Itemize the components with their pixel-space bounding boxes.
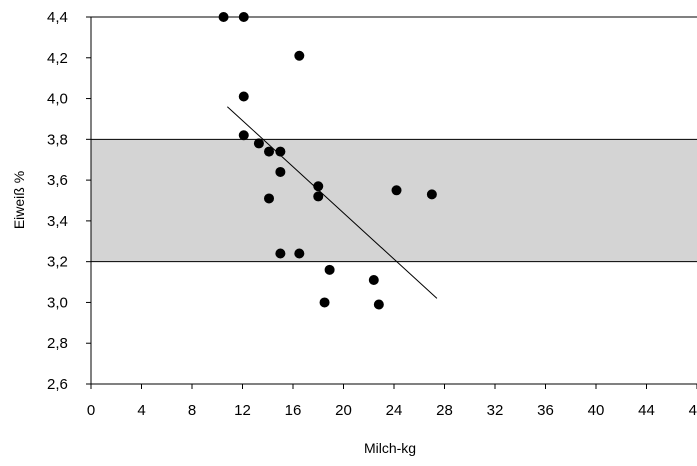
trendline-layer (227, 106, 438, 299)
data-point (313, 191, 324, 202)
y-tick-label: 4,4 (47, 9, 68, 26)
reference-band-layer (91, 138, 697, 263)
data-point (391, 185, 402, 196)
axes-layer (86, 16, 697, 389)
y-tick-label: 3,0 (47, 294, 68, 311)
data-point (253, 138, 264, 149)
data-point (238, 12, 249, 22)
points-layer (218, 12, 437, 310)
data-point (426, 189, 437, 200)
x-tick-label: 32 (487, 402, 504, 419)
data-point (319, 297, 330, 308)
data-point (294, 248, 305, 259)
x-tick-label: 20 (335, 402, 352, 419)
x-tick-label: 24 (386, 402, 403, 419)
data-point (238, 91, 249, 102)
data-point (313, 181, 324, 192)
trendline (227, 106, 438, 299)
data-point (368, 275, 379, 286)
data-point (294, 50, 305, 61)
tick-labels-layer: 2,62,83,03,23,43,63,84,04,24,40 4 8 12 16 20 2… (47, 9, 697, 419)
x-tick-label: 40 (588, 402, 605, 419)
y-tick-label: 4,2 (47, 50, 68, 67)
y-tick-label: 3,4 (47, 213, 68, 230)
x-tick-label: 0 (87, 402, 95, 419)
y-tick-label: 2,6 (47, 376, 68, 393)
x-tick-label: 28 (436, 402, 453, 419)
x-tick-label: 44 (638, 402, 655, 419)
y-tick-label: 3,6 (47, 172, 68, 189)
y-tick-label: 3,2 (47, 254, 68, 271)
data-point (264, 146, 275, 157)
data-point (275, 166, 286, 177)
x-tick-label: 36 (537, 402, 554, 419)
data-point (275, 248, 286, 259)
reference-band (91, 139, 697, 262)
data-point (275, 146, 286, 157)
y-tick-label: 4,0 (47, 91, 68, 108)
x-tick-label: 4 (137, 402, 145, 419)
x-tick-label: 48 (689, 402, 697, 419)
data-point (218, 12, 229, 22)
y-tick-label: 3,8 (47, 131, 68, 148)
y-tick-label: 2,8 (47, 335, 68, 352)
x-axis-title: Milch-kg (364, 440, 416, 456)
x-tick-label: 12 (234, 402, 251, 419)
data-point (264, 193, 275, 204)
data-point (238, 130, 249, 141)
x-tick-label: 8 (188, 402, 196, 419)
x-tick-label: 16 (285, 402, 302, 419)
data-point (373, 299, 384, 310)
data-point (324, 264, 335, 275)
y-axis-title: Eiweiß % (11, 171, 27, 229)
